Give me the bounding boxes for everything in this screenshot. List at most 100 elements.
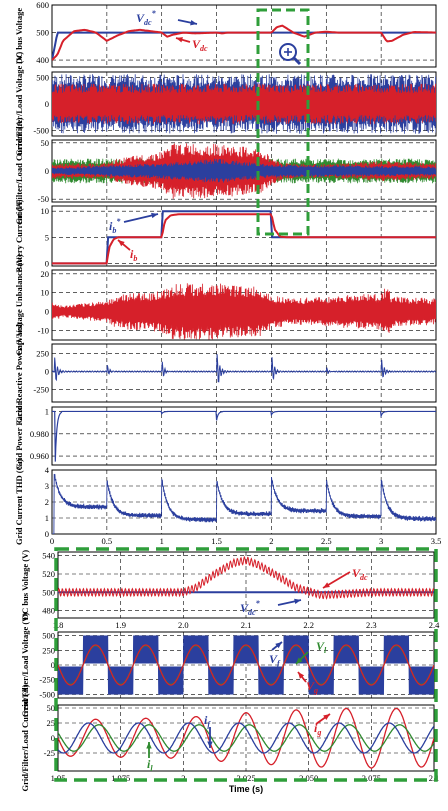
if-label: if (204, 713, 211, 729)
y-tick-label: 3 (45, 481, 49, 491)
x-axis-label: Time (s) (229, 784, 263, 794)
plot-area (52, 5, 436, 67)
x-tick-label: 1.95 (51, 773, 66, 783)
series-v-dc (52, 24, 436, 61)
ig-label: ig (314, 721, 321, 737)
plot-frame (51, 205, 437, 267)
vl-arrow-head (296, 657, 303, 664)
x-tick-label: 3.5 (431, 536, 442, 546)
plot-area (58, 552, 434, 618)
y-tick-label: -250 (39, 675, 55, 685)
y-tick-label: 0 (45, 529, 49, 539)
y-tick-label: 1 (45, 513, 49, 523)
y-tick-label: 600 (36, 0, 49, 10)
y-axis-label: DC bus Voltage (14, 8, 24, 64)
x-tick-label: 2.0 (178, 620, 189, 630)
series-i-l (58, 724, 434, 752)
panel-grid_voltage: 500 0 -500 Grid/Filter/Load Voltage (V) (14, 52, 437, 157)
zoom-panels-frame (54, 547, 438, 782)
x-tick-label: 2.025 (236, 773, 255, 783)
vdc-label: Vdc (192, 37, 208, 53)
panel-cap_unbalance: 20 10 0 -10 Cap. Voltage Unbalance (V) (14, 254, 437, 356)
magnifier-icon (279, 43, 302, 66)
x-tick-label: 0 (50, 536, 54, 546)
x-tick-label: 2 (269, 536, 273, 546)
x-tick-label: 2.4 (429, 620, 440, 630)
x-tick-label: 1.8 (53, 620, 64, 630)
x-tick-label: 1 (160, 536, 164, 546)
y-axis-label: Grid Current THD (%) (14, 459, 24, 545)
x-tick-label: 1.975 (111, 773, 130, 783)
y-tick-label: -500 (33, 126, 49, 136)
y-tick-label: 500 (36, 72, 49, 82)
plot-frame (51, 4, 437, 68)
plot-area (52, 270, 436, 340)
y-tick-label: 50 (47, 703, 56, 713)
series-v-dc (58, 555, 434, 600)
plot-area (52, 344, 436, 402)
y-tick-label: 0 (51, 733, 55, 743)
panel-battery_current: 10 5 0 Battery Current (A) (14, 199, 437, 273)
series-filter-current (52, 158, 436, 183)
series-grid-current (52, 143, 436, 199)
ib-ref-label: ib* (109, 217, 121, 235)
y-tick-label: 540 (42, 551, 55, 561)
y-tick-label: 250 (36, 348, 49, 358)
vg-arrow-head (298, 672, 305, 679)
ig-arrow-head (323, 714, 330, 720)
vdc-zoom-label: Vdc (352, 566, 368, 582)
series-unbalance (52, 283, 436, 340)
vdc-ref-label: Vdc* (136, 9, 157, 27)
plot-area (52, 206, 436, 266)
series-i-b (52, 213, 436, 265)
y-tick-label: 0 (45, 367, 49, 377)
series-i-g (58, 707, 434, 769)
series-thd (52, 473, 436, 534)
zoom-window-frame (256, 8, 310, 236)
vdc-ref-zoom-arrow-head (294, 598, 301, 605)
panel-thd: 4 3 2 1 00 0.5 1 1.5 2 2.5 3 3.5 Grid Current THD (%… (14, 459, 441, 546)
y-tick-label: 500 (42, 587, 55, 597)
panel-power_factor: 1 0.980 0.960 Grid Power Factor (14, 401, 437, 470)
y-tick-label: 10 (41, 206, 50, 216)
y-tick-label: 480 (42, 606, 55, 616)
vdc-arrow-head (176, 37, 183, 43)
plot-area (52, 72, 436, 136)
if-arrow-head (207, 741, 213, 748)
y-tick-label: 2 (45, 497, 49, 507)
x-tick-label: 0.5 (102, 536, 113, 546)
plot-area (52, 470, 436, 534)
y-tick-label: 500 (42, 631, 55, 641)
x-tick-label: 1.9 (115, 620, 126, 630)
series-grid-voltage (52, 83, 436, 125)
y-tick-label: -50 (38, 194, 49, 204)
y-axis-label: Grid/Filter/Load Current (A) (20, 684, 30, 791)
y-axis-label: Grid/Filter/Load Current (A) (14, 117, 24, 224)
y-axis-label: Cap. Voltage Unbalance (V) (14, 254, 24, 355)
y-tick-label: 0 (45, 258, 49, 268)
plot-area (58, 632, 434, 698)
y-axis-label: Grid/Filter/Load Voltage (V) (14, 52, 24, 157)
plot-area (52, 407, 436, 465)
panel-dc_bus_zoom: 540 520 500 480 1.8 1.9 2.0 2.1 2.2 2.3 2.4 DC bus … (20, 550, 440, 630)
y-tick-label: 500 (36, 28, 49, 38)
x-tick-label: 2.1 (241, 620, 252, 630)
y-tick-label: 0.980 (30, 429, 49, 439)
y-tick-label: 5 (45, 232, 49, 242)
x-tick-label: 3 (379, 536, 383, 546)
vdc-ref-zoom-label: Vdc* (240, 599, 261, 617)
plot-area (52, 140, 436, 202)
y-tick-label: 250 (42, 645, 55, 655)
vf-label: Vf (269, 652, 281, 668)
plot-area (58, 705, 434, 771)
y-tick-label: 0 (45, 307, 49, 317)
x-tick-label: 2.050 (299, 773, 318, 783)
il-label: il (147, 757, 153, 773)
y-tick-label: 20 (41, 269, 50, 279)
x-tick-label: 2.2 (303, 620, 314, 630)
y-axis-label: Grid Power Factor (14, 401, 24, 470)
il-arrow-head (146, 742, 152, 749)
x-tick-label: 2.3 (366, 620, 377, 630)
